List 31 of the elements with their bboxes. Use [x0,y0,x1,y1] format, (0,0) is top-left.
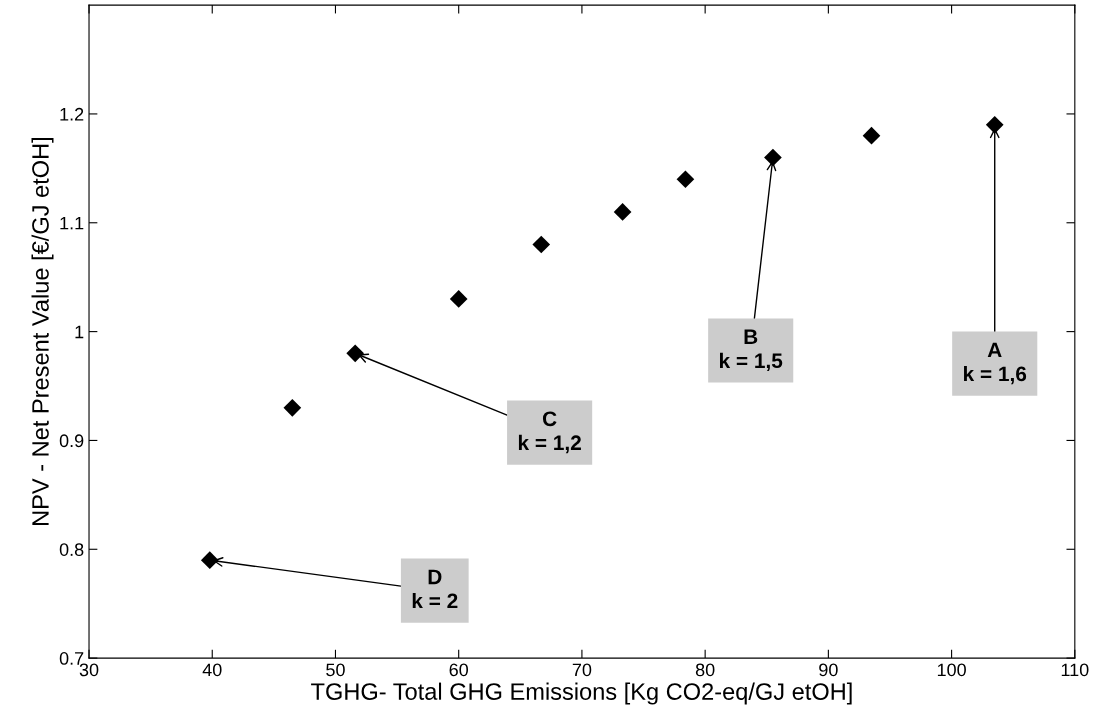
annotation: B k = 1,5 [720,329,783,372]
y-tick-label: 1.2 [60,107,84,121]
point [449,290,468,308]
annotation: A k = 1,6 [964,342,1027,385]
y-tick-label: 0.7 [59,652,84,665]
x-axis-title: TGHG- Total GHG Emissions [Kg CO2-eq/GJ etOH] [311,682,852,705]
y-axis-title: NPV - Net Present Value [€/GJ etOH] [31,137,54,525]
y-tick-label: 0.8 [59,543,84,556]
annotation: C k = 1,2 [518,411,581,454]
point [200,551,219,569]
x-tick-label: 50 [326,663,345,677]
annotation: D k = 2 [412,569,458,609]
point [862,126,881,145]
x-tick-label: 80 [695,663,715,677]
point [985,115,1004,134]
x-tick-label: 70 [572,663,592,677]
x-tick-label: 60 [449,663,469,677]
point [346,344,365,363]
point [676,170,695,189]
point [532,235,551,254]
x-tick-label: 110 [1061,663,1089,677]
point [613,203,632,221]
x-tick-label: 30 [79,663,99,677]
point [764,148,782,167]
y-tick-label: 1 [75,325,84,339]
y-tick-label: 1.1 [60,216,84,230]
x-tick-label: 40 [202,663,222,677]
x-tick-label: 100 [937,663,966,677]
point [283,398,302,417]
x-tick-label: 90 [819,663,838,677]
y-tick-label: 0.9 [59,434,84,448]
